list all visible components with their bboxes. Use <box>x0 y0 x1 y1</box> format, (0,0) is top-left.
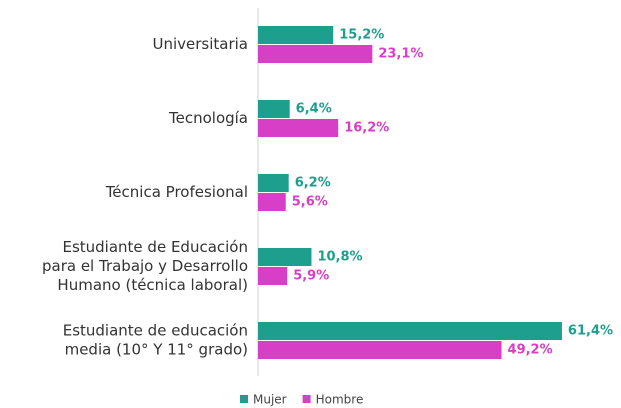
legend-label: Hombre <box>316 393 364 407</box>
value-label: 16,2% <box>344 121 389 136</box>
value-label: 5,9% <box>293 269 329 284</box>
category-label: Universitaria <box>152 35 248 53</box>
value-label: 6,2% <box>295 176 331 191</box>
value-label: 49,2% <box>508 343 553 358</box>
legend-swatch <box>302 395 311 403</box>
value-label: 5,6% <box>292 195 328 210</box>
legend-swatch <box>240 395 248 403</box>
bar <box>258 26 334 44</box>
bar <box>258 174 289 192</box>
bar <box>258 341 502 359</box>
bar <box>258 322 562 340</box>
category-label: Técnica Profesional <box>105 183 248 201</box>
category-label: Tecnología <box>168 109 248 127</box>
category-label: Estudiante de educación media (10° Y 11° … <box>63 321 248 358</box>
value-label: 6,4% <box>296 102 332 117</box>
bar <box>258 248 312 266</box>
legend-label: Mujer <box>253 393 287 407</box>
bar <box>258 100 290 118</box>
value-label: 23,1% <box>378 47 423 62</box>
value-label: 10,8% <box>317 250 362 265</box>
bar <box>258 267 288 285</box>
bar <box>258 193 286 211</box>
bar <box>258 119 339 137</box>
category-label: Estudiante de Educación para el Trabajo y… <box>42 238 248 294</box>
value-label: 15,2% <box>339 28 384 43</box>
bar <box>258 45 373 63</box>
value-label: 61,4% <box>568 324 613 339</box>
